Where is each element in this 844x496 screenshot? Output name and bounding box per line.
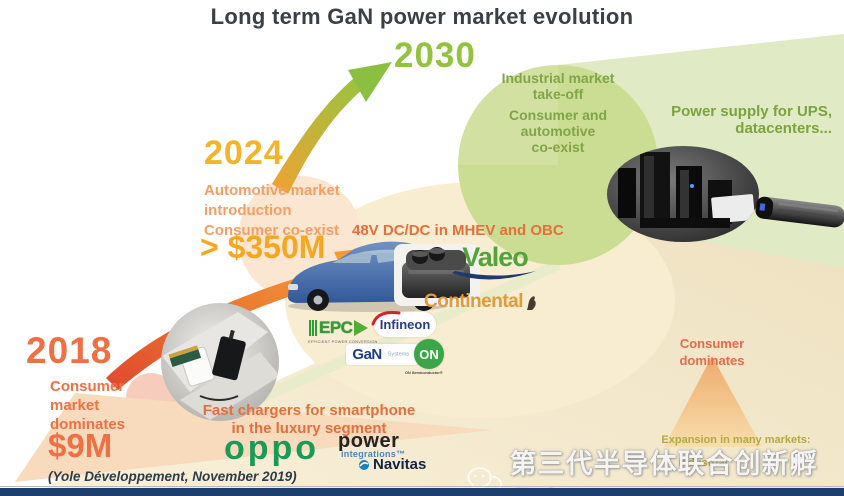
consumer-line: dominates: [50, 416, 126, 433]
consumer-market-text: Consumer market dominates: [50, 377, 125, 434]
navitas-wordmark: Navitas: [373, 456, 427, 473]
rack-psu-photo: [755, 196, 844, 228]
expansion-label-1: Expansion in many markets:: [661, 434, 811, 446]
consumer-line: Consumer: [50, 378, 125, 395]
bubble-2030-text: Industrial market take-off Consumer and …: [462, 70, 654, 155]
auto-line: Consumer co-exist: [204, 222, 340, 239]
consumer-dominates-line: Consumer: [679, 336, 745, 351]
market-value-2018: $9M: [48, 427, 113, 464]
logo-infineon: Infineon: [371, 311, 436, 337]
chargers-line: in the luxury segment: [231, 420, 387, 437]
epc-wordmark: EPC: [319, 318, 353, 337]
fast-chargers-label: Fast chargers for smartphone in the luxu…: [178, 402, 440, 438]
market-value-2024: > $350M: [200, 229, 326, 265]
ups-line: Power supply for UPS,: [671, 103, 832, 120]
logo-on-semiconductor: ON: [414, 339, 444, 369]
footer-rule: [0, 486, 844, 487]
consumer-dominates-label: Consumer dominates: [664, 335, 760, 369]
bubble-line: take-off: [532, 86, 584, 102]
epc-bars-icon: [309, 320, 317, 336]
expansion-triangle: [664, 356, 762, 447]
source-citation: (Yole Développement, November 2019): [48, 469, 297, 484]
logo-navitas: Navitas: [358, 456, 426, 473]
epc-arrow-icon: [354, 320, 369, 336]
ups-line: datacenters...: [735, 120, 832, 137]
infineon-wordmark: Infineon: [379, 317, 431, 332]
auto-line: introduction: [204, 202, 292, 219]
bubble-line: Consumer and: [508, 107, 607, 123]
bubble-line: Industrial market: [501, 70, 615, 86]
power-integrations-subtext: integrations™: [341, 449, 406, 459]
year-2024-label: 2024: [204, 134, 284, 172]
logo-continental: Continental: [424, 291, 538, 313]
growth-arrow-2024-2030: [272, 62, 392, 194]
logo-oppo: oppo: [224, 429, 320, 467]
milestone-2030-bubble: [458, 65, 658, 265]
logo-epc: EPC: [309, 316, 369, 340]
page-title: Long term GaN power market evolution: [210, 4, 634, 29]
continental-wordmark: Continental: [424, 291, 524, 312]
consumer-line: market: [50, 397, 100, 414]
chargers-photo: [161, 303, 279, 421]
navitas-swirl-icon: [359, 459, 369, 470]
dcdc-converter-photo: [394, 244, 480, 306]
infineon-arc-icon: [371, 311, 401, 326]
bubble-line: co-exist: [531, 139, 585, 155]
valeo-swoosh-icon: [452, 271, 536, 280]
automotive-market-text: Automotive market introduction Consumer …: [204, 181, 340, 241]
gan-systems-subtext: Systems: [387, 351, 409, 358]
bubble-highlight: [458, 65, 558, 165]
dcdc-label: 48V DC/DC in MHEV and OBC: [352, 222, 564, 239]
on-semiconductor-subtext: ON Semiconductor®: [405, 371, 443, 375]
auto-line: Automotive market: [204, 182, 340, 199]
ups-devices-photo: [607, 146, 759, 242]
gan-wordmark: GaN: [352, 346, 382, 363]
year-2018-label: 2018: [26, 330, 113, 371]
on-wordmark: ON: [419, 346, 439, 362]
expansion-label-2: industrial: [678, 457, 728, 469]
consumer-dominates-line: dominates: [679, 353, 745, 368]
continental-horse-icon: [527, 295, 536, 310]
logo-power-integrations: power: [338, 430, 400, 452]
chargers-line: Fast chargers for smartphone: [202, 402, 416, 419]
year-2030-label: 2030: [394, 36, 476, 75]
footer-bar: [0, 488, 844, 496]
consumer-triangle: [15, 393, 492, 482]
bubble-line: automotive: [520, 123, 596, 139]
valeo-wordmark: Valeo: [462, 242, 529, 272]
logo-valeo: Valeo: [450, 244, 540, 284]
ups-label: Power supply for UPS, datacenters...: [648, 103, 832, 137]
epc-subtext: EFFICIENT POWER CONVERSION: [308, 340, 378, 344]
logo-gan-systems: GaN Systems: [346, 344, 418, 365]
